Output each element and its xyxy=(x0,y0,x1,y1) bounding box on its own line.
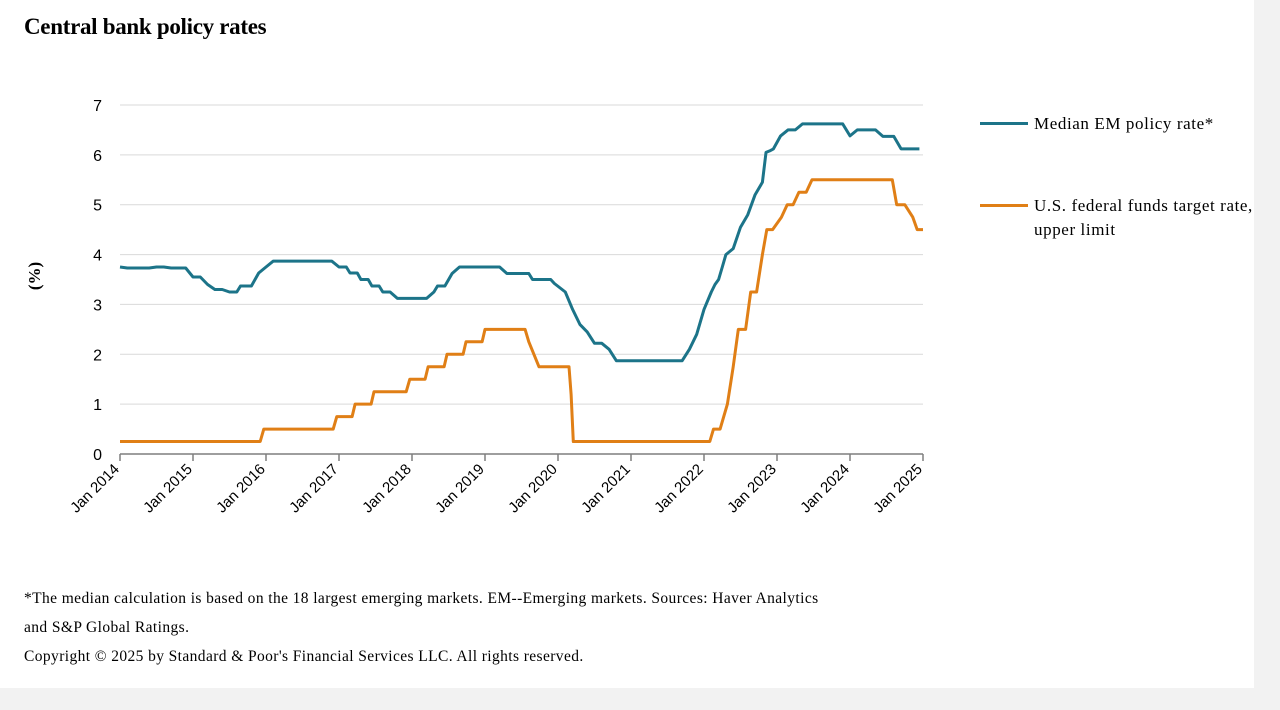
grid-lines xyxy=(120,104,923,405)
y-tick-label: 2 xyxy=(93,347,102,364)
x-tick-label: Jan 2025 xyxy=(870,461,926,517)
legend-label-us: U.S. federal funds target rate, upper li… xyxy=(1034,196,1253,239)
legend-label-em: Median EM policy rate* xyxy=(1034,114,1214,133)
legend-swatch-em xyxy=(980,122,1028,125)
y-tick-label: 1 xyxy=(93,397,102,414)
footnote-line-1: *The median calculation is based on the … xyxy=(24,590,819,607)
x-tick-label: Jan 2023 xyxy=(724,461,780,517)
x-tick-label: Jan 2024 xyxy=(797,461,853,517)
x-tick-label: Jan 2014 xyxy=(67,461,123,517)
x-tick-label: Jan 2020 xyxy=(505,461,561,517)
x-axis-ticks: Jan 2014 Jan 2015 Jan 2016 Jan 2017 Jan 2018… xyxy=(67,454,926,516)
x-tick-label: Jan 2015 xyxy=(140,461,196,517)
y-axis-ticks: 0 1 2 3 4 5 6 7 xyxy=(93,98,102,464)
x-tick-label: Jan 2017 xyxy=(286,461,342,517)
y-tick-label: 6 xyxy=(93,148,102,165)
y-tick-label: 3 xyxy=(93,297,102,314)
chart-title: Central bank policy rates xyxy=(24,14,267,39)
series-line-us xyxy=(120,178,923,443)
y-tick-label: 7 xyxy=(93,98,102,115)
x-tick-label: Jan 2022 xyxy=(651,461,707,517)
x-tick-label: Jan 2018 xyxy=(359,461,415,517)
x-tick-label: Jan 2016 xyxy=(213,461,269,517)
x-tick-label: Jan 2019 xyxy=(432,461,488,517)
y-tick-label: 0 xyxy=(93,447,102,464)
x-tick-label: Jan 2021 xyxy=(578,461,634,517)
legend-swatch-us xyxy=(980,204,1028,207)
footnote-line-2: and S&P Global Ratings. xyxy=(24,619,190,636)
series-line-em xyxy=(119,122,920,363)
footnote-line-3: Copyright © 2025 by Standard & Poor's Fi… xyxy=(24,648,584,665)
legend-item-us: U.S. federal funds target rate, upper li… xyxy=(980,194,1264,242)
y-axis-label: (%) xyxy=(25,262,44,290)
y-tick-label: 5 xyxy=(93,198,102,215)
chart-canvas: Central bank policy rates 0 1 2 3 4 5 6 7 Jan 2… xyxy=(0,0,1254,688)
footnote: *The median calculation is based on the … xyxy=(24,584,1024,671)
y-tick-label: 4 xyxy=(93,248,102,265)
legend-item-em: Median EM policy rate* xyxy=(980,112,1264,136)
series-lines xyxy=(119,122,923,443)
